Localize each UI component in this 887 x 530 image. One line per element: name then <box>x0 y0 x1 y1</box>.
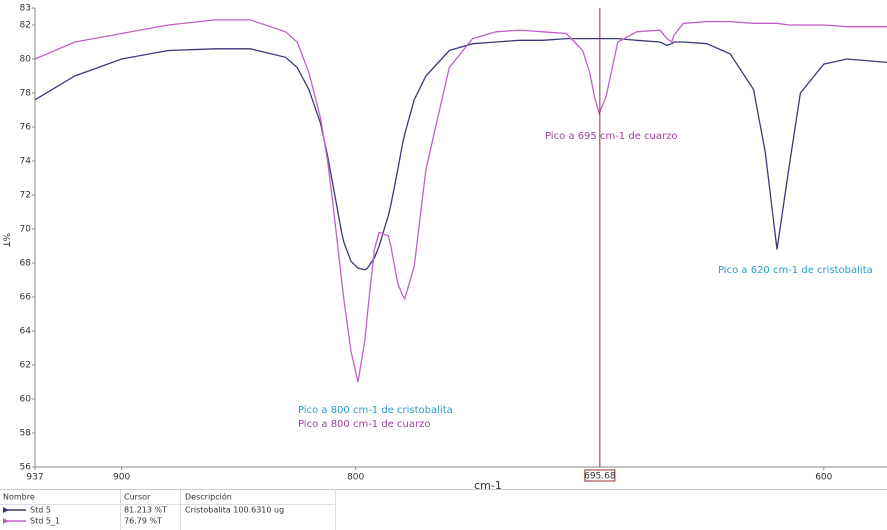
y-tick-label: 62 <box>20 361 31 371</box>
annotation: Pico a 620 cm-1 de cristobalita <box>718 265 873 276</box>
cursor-label: 695.68 <box>584 472 616 482</box>
table-cell: 76.79 %T <box>124 517 162 526</box>
y-tick-label: 74 <box>20 157 32 167</box>
y-axis-label: %T <box>1 233 11 248</box>
y-tick-label: 82 <box>20 21 31 31</box>
y-tick-label: 76 <box>20 123 32 133</box>
table-header: Descripción <box>185 492 232 502</box>
table-header: Nombre <box>3 493 35 502</box>
y-tick-label: 66 <box>20 293 32 303</box>
annotation: Pico a 800 cm-1 de cuarzo <box>298 419 430 430</box>
y-tick-label: 58 <box>20 429 32 439</box>
y-tick-label: 70 <box>20 225 32 235</box>
y-tick-label: 60 <box>20 395 32 405</box>
x-tick-label: 900 <box>113 473 130 483</box>
legend-entry: Std 5_1 <box>30 517 60 526</box>
y-tick-label: 83 <box>20 4 31 14</box>
x-tick-label: 600 <box>815 473 832 483</box>
legend-entry: Std 5 <box>30 506 51 515</box>
series-line <box>34 37 887 271</box>
table-cell: 81.213 %T <box>124 506 167 515</box>
y-tick-label: 64 <box>20 327 32 337</box>
annotation: Pico a 800 cm-1 de cristobalita <box>298 405 453 416</box>
annotation: Pico a 695 cm-1 de cuarzo <box>545 131 677 142</box>
y-tick-label: 72 <box>20 191 31 201</box>
x-tick-label: 800 <box>347 473 364 483</box>
y-tick-label: 78 <box>20 89 32 99</box>
table-header: Cursor <box>124 493 151 502</box>
y-tick-label: 68 <box>20 259 32 269</box>
y-tick-label: 56 <box>20 463 32 473</box>
x-axis-label: cm-1 <box>474 479 502 492</box>
x-tick-label: 937 <box>26 473 43 483</box>
cursor-box <box>584 469 616 482</box>
series-line <box>34 19 887 383</box>
y-tick-label: 80 <box>20 55 32 65</box>
table-cell: Cristobalita 100.6310 ug <box>185 506 284 515</box>
